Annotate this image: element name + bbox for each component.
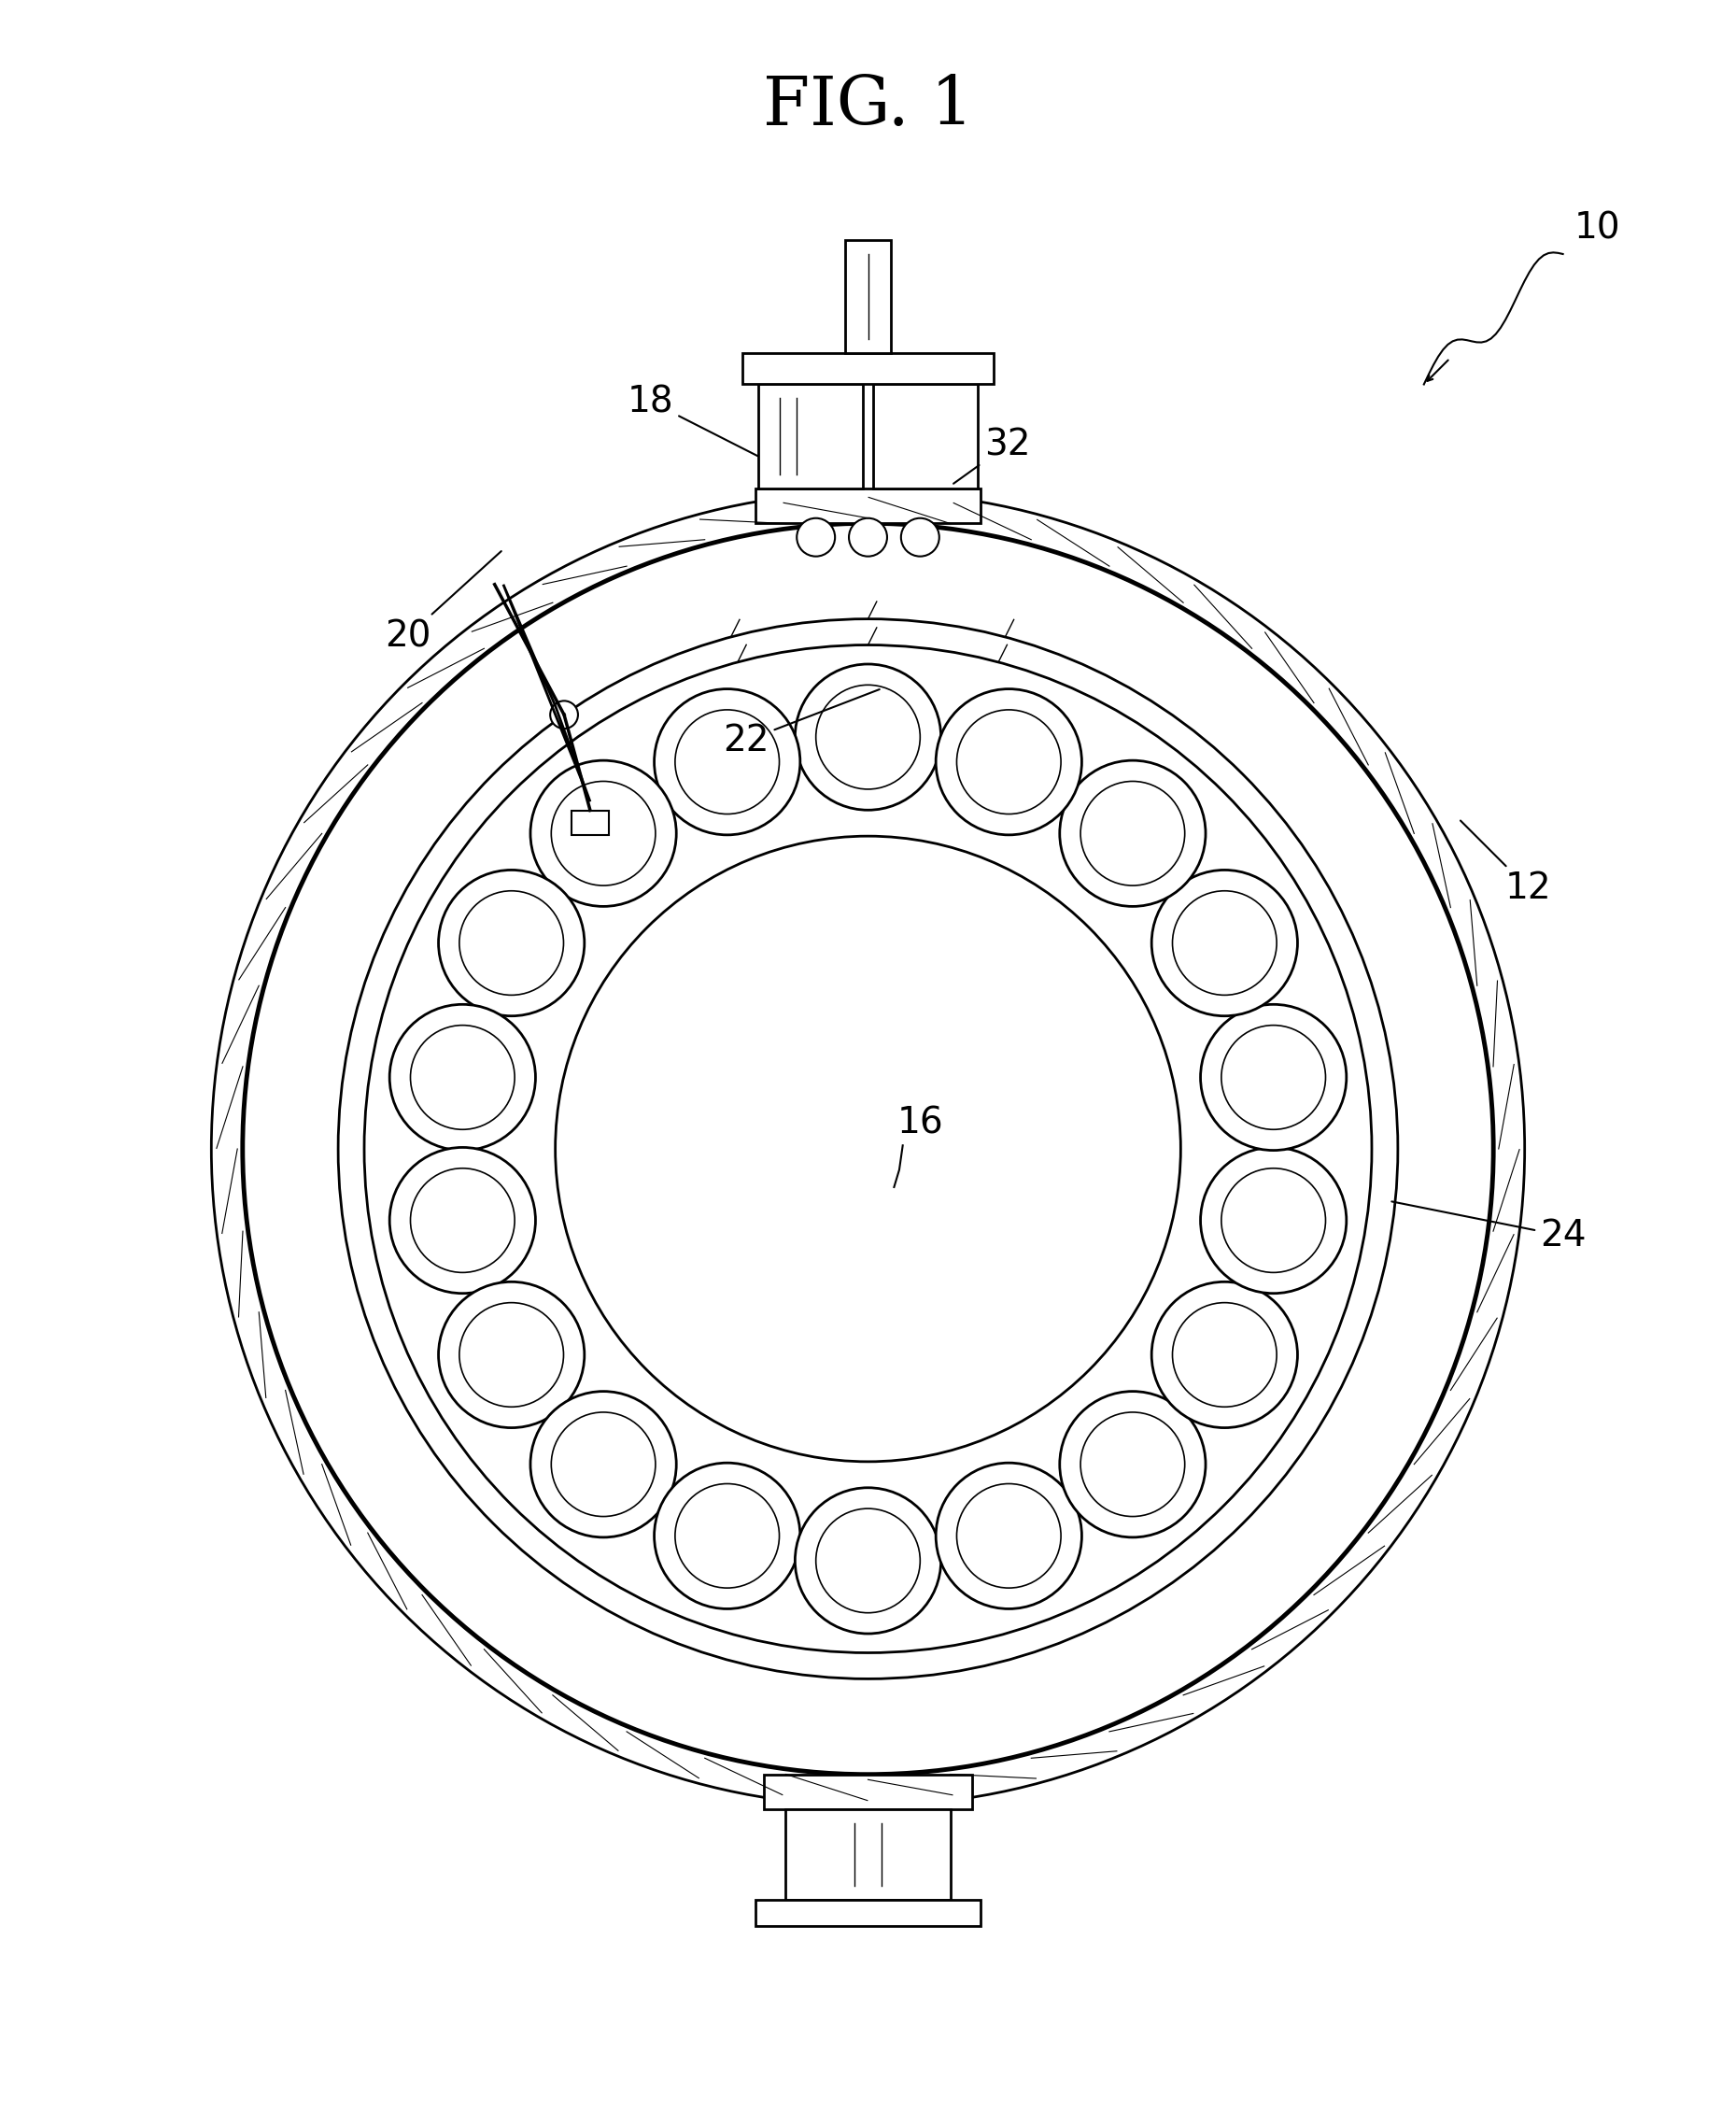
FancyBboxPatch shape <box>764 1774 972 1810</box>
Circle shape <box>654 1463 800 1608</box>
Text: 10: 10 <box>1575 210 1621 246</box>
Circle shape <box>389 1147 535 1294</box>
Text: 12: 12 <box>1460 820 1552 907</box>
Circle shape <box>1059 1391 1205 1538</box>
Circle shape <box>550 701 578 729</box>
FancyBboxPatch shape <box>845 240 891 353</box>
Circle shape <box>439 1281 585 1427</box>
Circle shape <box>936 1463 1082 1608</box>
Circle shape <box>901 518 939 556</box>
Circle shape <box>795 665 941 809</box>
FancyBboxPatch shape <box>873 384 977 489</box>
Text: 20: 20 <box>385 550 502 654</box>
Circle shape <box>439 871 585 1015</box>
Circle shape <box>531 1391 677 1538</box>
FancyBboxPatch shape <box>755 1899 981 1926</box>
Text: 24: 24 <box>1392 1202 1587 1253</box>
FancyBboxPatch shape <box>741 353 995 384</box>
FancyBboxPatch shape <box>755 489 981 523</box>
Circle shape <box>1151 1281 1297 1427</box>
Text: 22: 22 <box>724 690 880 758</box>
Text: FIG. 1: FIG. 1 <box>762 74 974 140</box>
Circle shape <box>849 518 887 556</box>
Circle shape <box>654 688 800 835</box>
FancyBboxPatch shape <box>571 811 609 835</box>
Circle shape <box>1201 1147 1347 1294</box>
Text: 32: 32 <box>953 427 1029 484</box>
Circle shape <box>531 760 677 907</box>
FancyBboxPatch shape <box>759 384 863 489</box>
Circle shape <box>1059 760 1205 907</box>
Circle shape <box>797 518 835 556</box>
Circle shape <box>795 1487 941 1633</box>
FancyBboxPatch shape <box>785 1810 951 1899</box>
Text: 18: 18 <box>628 384 759 457</box>
Circle shape <box>936 688 1082 835</box>
Circle shape <box>1151 871 1297 1015</box>
Circle shape <box>389 1005 535 1151</box>
Circle shape <box>1201 1005 1347 1151</box>
Text: 16: 16 <box>898 1104 943 1141</box>
